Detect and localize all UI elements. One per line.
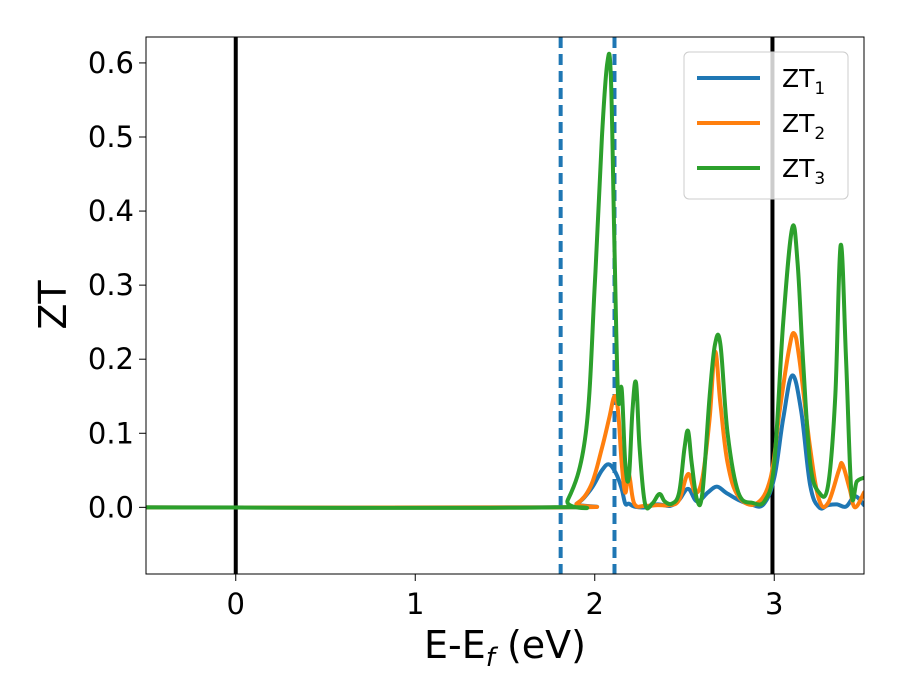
legend-label-zt1: ZT1 <box>782 64 825 99</box>
y-tick-label: 0.2 <box>88 342 134 376</box>
series-line-zt2 <box>146 331 864 510</box>
series-line-zt3 <box>146 51 864 511</box>
plot-frame <box>145 36 865 575</box>
legend-label-zt2: ZT2 <box>782 109 825 144</box>
x-tick-label: 1 <box>406 587 424 621</box>
legend-label-zt3: ZT3 <box>782 154 825 189</box>
x-tick-label: 3 <box>765 587 783 621</box>
legend-box <box>683 51 849 200</box>
y-tick-label: 0.0 <box>88 490 134 524</box>
y-tick-label: 0.6 <box>88 46 134 80</box>
legend: ZT1 ZT2 ZT3 <box>683 51 849 200</box>
x-axis: 0 1 2 3 <box>227 574 783 621</box>
y-axis-title: ZT <box>31 280 75 330</box>
y-tick-label: 0.4 <box>88 194 134 228</box>
y-tick-label: 0.1 <box>88 416 134 450</box>
x-tick-label: 2 <box>586 587 604 621</box>
series-line-zt1 <box>146 373 864 511</box>
y-axis: 0.0 0.1 0.2 0.3 0.4 0.5 0.6 <box>88 46 146 524</box>
x-tick-label: 0 <box>227 587 245 621</box>
series-layer <box>146 51 864 511</box>
y-tick-label: 0.5 <box>88 120 134 154</box>
y-tick-label: 0.3 <box>88 268 134 302</box>
x-axis-title: E-Ef (eV) <box>424 623 586 673</box>
